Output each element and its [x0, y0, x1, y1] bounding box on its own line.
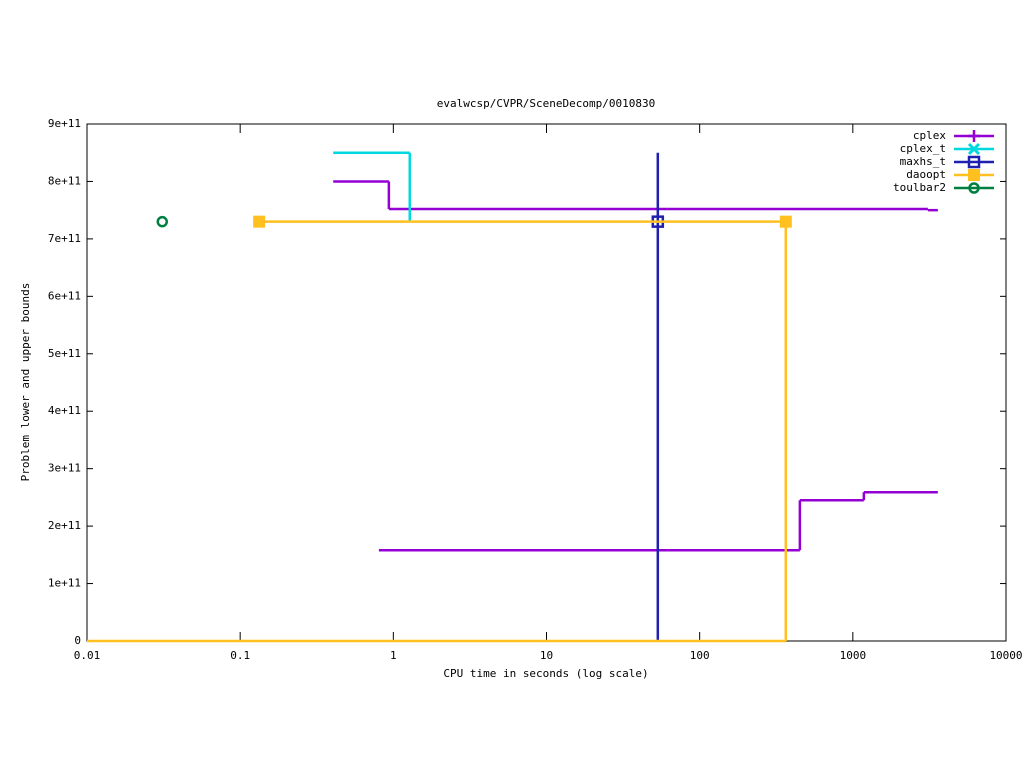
legend-marker [968, 169, 980, 181]
y-tick-label: 8e+11 [48, 174, 81, 187]
data-marker [779, 215, 792, 228]
y-tick-label: 3e+11 [48, 462, 81, 475]
legend-marker [967, 155, 981, 169]
legend-marker [968, 130, 980, 142]
legend-label: cplex [913, 129, 946, 142]
plot-frame [86, 123, 1007, 642]
y-tick-label: 7e+11 [48, 232, 81, 245]
legend-label: daoopt [906, 168, 946, 181]
legend-label: maxhs_t [900, 155, 946, 168]
y-tick-label: 2e+11 [48, 519, 81, 532]
y-axis-label: Problem lower and upper bounds [19, 283, 32, 482]
legend-label: toulbar2 [893, 181, 946, 194]
y-tick-label: 0 [74, 634, 81, 647]
data-marker [156, 215, 169, 228]
data-marker [253, 215, 266, 228]
y-tick-label: 5e+11 [48, 347, 81, 360]
legend-marker [967, 142, 981, 156]
y-tick-label: 4e+11 [48, 404, 81, 417]
x-tick-label: 100 [690, 649, 710, 662]
y-tick-label: 9e+11 [48, 117, 81, 130]
x-axis-label: CPU time in seconds (log scale) [443, 667, 648, 680]
x-tick-label: 0.1 [230, 649, 250, 662]
legend-label: cplex_t [900, 142, 946, 155]
legend-marker [968, 182, 980, 194]
y-tick-label: 6e+11 [48, 289, 81, 302]
y-tick-label: 1e+11 [48, 577, 81, 590]
x-tick-label: 10 [540, 649, 553, 662]
x-tick-label: 0.01 [74, 649, 101, 662]
chart-title: evalwcsp/CVPR/SceneDecomp/0010830 [437, 97, 656, 110]
x-tick-label: 10000 [989, 649, 1022, 662]
x-tick-label: 1000 [840, 649, 867, 662]
x-tick-label: 1 [390, 649, 397, 662]
